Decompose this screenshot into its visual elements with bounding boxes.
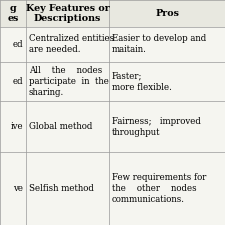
Text: Global method: Global method <box>29 122 92 131</box>
Text: All    the    nodes
participate  in  the
sharing.: All the nodes participate in the sharing… <box>29 66 108 97</box>
Bar <box>0 0 225 27</box>
Text: Few requirements for
the    other    nodes
communications.: Few requirements for the other nodes com… <box>112 173 206 204</box>
Text: g
es: g es <box>7 4 19 23</box>
Text: Faster;
more flexible.: Faster; more flexible. <box>112 72 172 92</box>
Text: Fairness;   improved
throughput: Fairness; improved throughput <box>112 117 201 137</box>
Text: Selfish method: Selfish method <box>29 184 93 193</box>
Text: ive: ive <box>11 122 23 131</box>
Text: Key Features or
Descriptions: Key Features or Descriptions <box>26 4 109 23</box>
Text: ed: ed <box>13 40 23 49</box>
Text: Easier to develop and
maitain.: Easier to develop and maitain. <box>112 34 206 54</box>
Text: ve: ve <box>13 184 23 193</box>
Text: ed: ed <box>13 77 23 86</box>
Text: Centralized entities
are needed.: Centralized entities are needed. <box>29 34 114 54</box>
Text: Pros: Pros <box>155 9 179 18</box>
